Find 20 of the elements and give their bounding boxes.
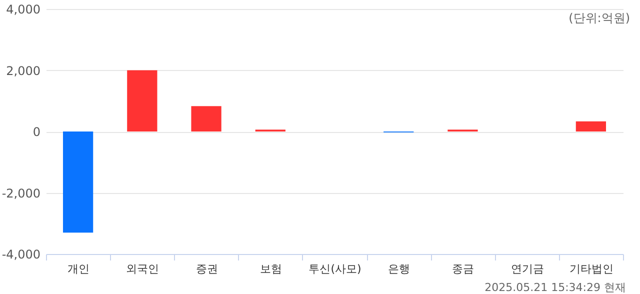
x-tick-label: 투신(사모) (308, 262, 362, 276)
bar (576, 121, 606, 132)
y-tick-label: 2,000 (6, 64, 40, 78)
y-tick-label: -2,000 (2, 186, 40, 200)
x-tick-label: 외국인 (126, 262, 160, 276)
bar (62, 132, 94, 233)
bar (191, 106, 222, 132)
x-tick-label: 연기금 (510, 262, 544, 276)
x-tick-label: 은행 (388, 262, 410, 276)
annotation: (단위:억원) (568, 10, 630, 27)
text: 2025.05.21 15:34:29 현재 (484, 280, 626, 294)
y-tick-label: 4,000 (6, 2, 40, 16)
bar (127, 70, 158, 132)
y-tick-label: 0 (32, 125, 40, 139)
y-tick-label: -4,000 (2, 248, 40, 262)
x-tick-label: 기타법인 (569, 262, 614, 276)
x-tick-label: 보험 (260, 262, 282, 276)
x-tick-label: 개인 (68, 262, 90, 276)
x-tick-label: 종금 (452, 262, 474, 276)
x-tick-label: 증권 (196, 262, 218, 276)
